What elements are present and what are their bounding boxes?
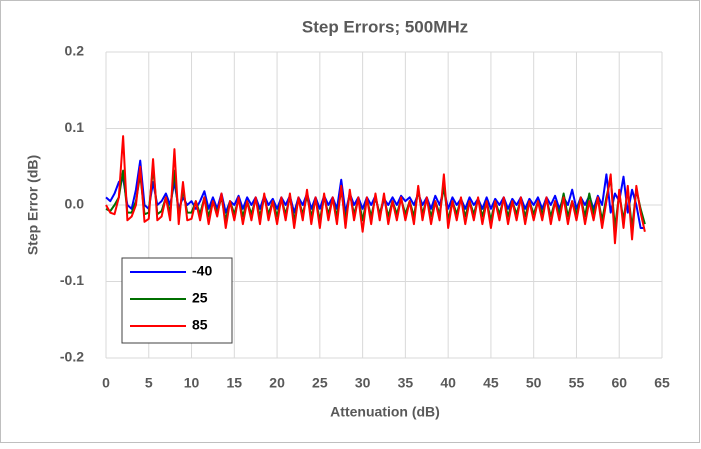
y-axis-title: Step Error (dB) [25,155,41,255]
x-tick-label: 55 [569,375,585,391]
x-tick-label: 50 [526,375,542,391]
legend: -40 25 85 [121,257,233,344]
y-tick-label: 0.0 [65,196,85,212]
plot-lines [105,135,646,245]
chart-title: Step Errors; 500MHz [302,17,468,36]
x-axis-title: Attenuation (dB) [330,404,440,420]
y-tick-label: 0.1 [65,119,85,135]
legend-label: 25 [192,290,208,306]
x-tick-label: 5 [145,375,153,391]
x-tick-label: 40 [440,375,456,391]
legend-label: 85 [192,317,208,333]
x-tick-label: 65 [654,375,670,391]
x-tick-label: 35 [398,375,414,391]
y-tick-label: -0.1 [60,272,84,288]
x-tick-label: 45 [483,375,499,391]
x-tick-label: 20 [269,375,285,391]
x-tick-label: 15 [227,375,243,391]
legend-label: -40 [192,263,212,279]
x-tick-label: 60 [611,375,627,391]
x-tick-label: 30 [355,375,371,391]
y-tick-label: -0.2 [60,349,84,365]
y-tick-label: 0.2 [65,43,85,59]
series-line [105,135,646,245]
legend-box [121,257,233,344]
x-tick-label: 10 [184,375,200,391]
x-tick-label: 0 [102,375,110,391]
x-tick-label: 25 [312,375,328,391]
